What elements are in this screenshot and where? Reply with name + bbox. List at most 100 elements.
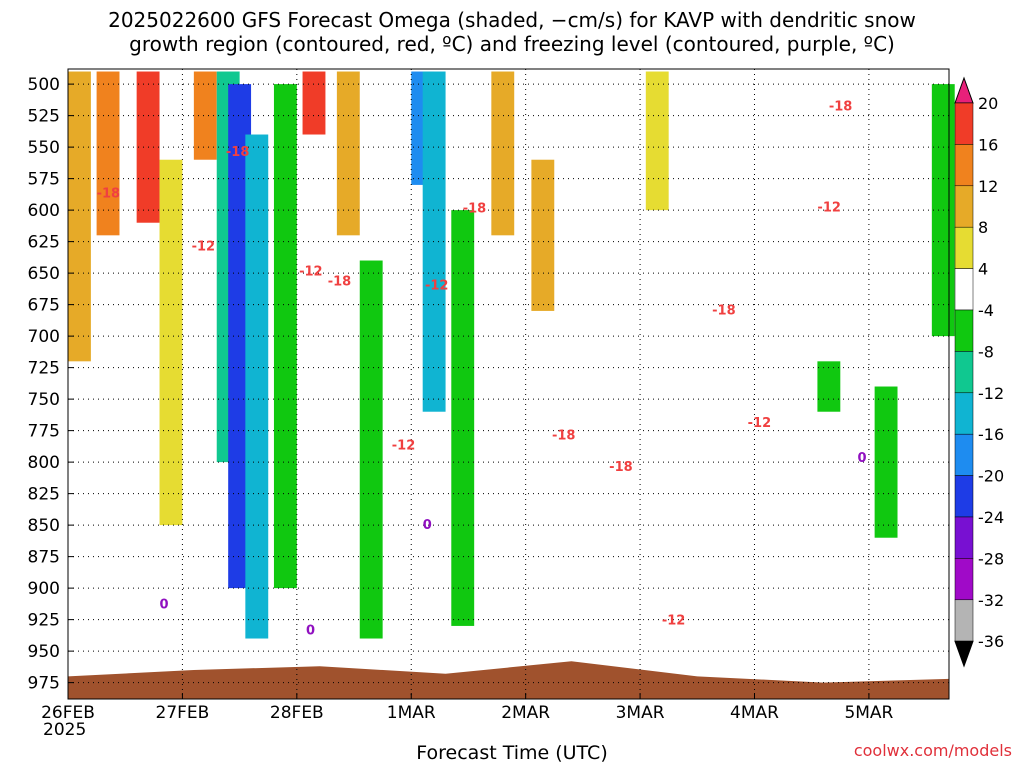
x-tick-label-6: 4MAR bbox=[730, 703, 779, 723]
y-tick-label-16: 900 bbox=[28, 579, 60, 599]
x-tick-label-2: 28FEB bbox=[270, 703, 324, 723]
year-label: 2025 bbox=[43, 720, 87, 740]
colorbar-label-3: 8 bbox=[978, 218, 988, 237]
y-tick-label-7: 675 bbox=[28, 296, 60, 316]
snow-contour-label-3: -12 bbox=[299, 265, 323, 280]
omega-shade-17 bbox=[645, 71, 669, 211]
freezing-contour-label-3: 0 bbox=[857, 451, 866, 466]
source-credit: coolwx.com/models bbox=[853, 741, 1012, 760]
terrain-fill bbox=[68, 661, 949, 699]
colorbar-cell-6 bbox=[954, 309, 974, 352]
x-tick-label-5: 3MAR bbox=[616, 703, 665, 723]
omega-shade-14 bbox=[451, 210, 475, 626]
x-tick-label-0: 26FEB bbox=[41, 703, 95, 723]
omega-shade-16 bbox=[531, 159, 555, 311]
plot-frame bbox=[67, 68, 950, 700]
colorbar-cell-11 bbox=[954, 516, 974, 559]
y-tick-label-14: 850 bbox=[28, 516, 60, 536]
omega-shade-3 bbox=[159, 159, 183, 526]
snow-contour-label-13: -12 bbox=[817, 200, 841, 215]
snow-contour-label-10: -12 bbox=[662, 614, 686, 629]
snow-contour-label-1: -18 bbox=[226, 145, 250, 160]
omega-shade-18 bbox=[817, 361, 841, 412]
colorbar-label-12: -32 bbox=[978, 591, 1004, 610]
y-tick-label-17: 925 bbox=[28, 611, 60, 631]
y-tick-label-15: 875 bbox=[28, 548, 60, 568]
y-tick-label-0: 500 bbox=[28, 75, 60, 95]
snow-contour-label-0: -18 bbox=[97, 187, 121, 202]
x-tick-label-1: 27FEB bbox=[156, 703, 210, 723]
colorbar-label-5: -4 bbox=[978, 301, 994, 320]
colorbar-cell-10 bbox=[954, 475, 974, 518]
x-axis-label: Forecast Time (UTC) bbox=[416, 742, 608, 764]
chart-title-line-2: growth region (contoured, red, ºC) and f… bbox=[129, 32, 895, 56]
colorbar-label-4: 4 bbox=[978, 260, 988, 279]
y-tick-label-18: 950 bbox=[28, 642, 60, 662]
colorbar-label-8: -16 bbox=[978, 425, 1004, 444]
omega-shading bbox=[68, 71, 955, 639]
colorbar-cell-5 bbox=[954, 268, 974, 311]
freezing-contour-label-1: 0 bbox=[306, 624, 315, 639]
y-tick-label-11: 775 bbox=[28, 422, 60, 442]
y-tick-label-1: 525 bbox=[28, 107, 60, 127]
omega-shade-0 bbox=[68, 71, 91, 362]
freezing-contour-label-0: 0 bbox=[160, 597, 169, 612]
colorbar-label-7: -12 bbox=[978, 384, 1004, 403]
y-tick-label-3: 575 bbox=[28, 170, 60, 190]
y-tick-label-5: 625 bbox=[28, 233, 60, 253]
omega-shade-1 bbox=[96, 71, 120, 236]
chart-grid bbox=[67, 69, 949, 699]
freezing-contour-label-2: 0 bbox=[423, 518, 432, 533]
omega-shade-13 bbox=[422, 71, 446, 412]
colorbar-label-2: 12 bbox=[978, 177, 998, 196]
y-tick-label-19: 975 bbox=[28, 674, 60, 694]
snow-contour-label-2: -12 bbox=[192, 239, 216, 254]
omega-shade-8 bbox=[273, 84, 297, 589]
y-tick-label-4: 600 bbox=[28, 201, 60, 221]
colorbar-cell-2 bbox=[954, 144, 974, 187]
y-tick-label-8: 700 bbox=[28, 327, 60, 347]
colorbar-label-1: 16 bbox=[978, 135, 998, 154]
y-tick-label-6: 650 bbox=[28, 264, 60, 284]
snow-contour-label-6: -18 bbox=[463, 202, 487, 217]
snow-contour-label-4: -18 bbox=[328, 275, 352, 290]
y-tick-label-10: 750 bbox=[28, 390, 60, 410]
colorbar-cell-1 bbox=[954, 102, 974, 145]
snow-contour-label-8: -18 bbox=[552, 428, 576, 443]
y-tick-label-12: 800 bbox=[28, 453, 60, 473]
colorbar-cell-4 bbox=[954, 226, 974, 269]
colorbar-label-6: -8 bbox=[978, 342, 994, 361]
omega-shade-11 bbox=[359, 260, 383, 639]
snow-contour-label-11: -18 bbox=[712, 304, 736, 319]
contour-layer: -18-18-12-12-18-12-18-12-18-18-12-18-12-… bbox=[97, 100, 867, 639]
snow-contour-label-5: -12 bbox=[392, 439, 416, 454]
colorbar-cell-7 bbox=[954, 351, 974, 394]
x-tick-label-7: 5MAR bbox=[844, 703, 893, 723]
y-axis: 500 525 550 575 600 625 650 675 700 725 750 775 800 8… bbox=[28, 75, 74, 694]
x-axis: 26FEB 27FEB 28FEB 1MAR 2MAR 3MAR 4MAR 5MAR bbox=[41, 693, 894, 723]
colorbar-bottom-arrow bbox=[954, 640, 974, 668]
x-tick-label-4: 2MAR bbox=[501, 703, 550, 723]
colorbar-label-11: -28 bbox=[978, 549, 1004, 568]
colorbar-label-0: 20 bbox=[978, 94, 998, 113]
snow-contour-label-14: -18 bbox=[829, 100, 853, 115]
y-tick-label-2: 550 bbox=[28, 138, 60, 158]
x-tick-label-3: 1MAR bbox=[387, 703, 436, 723]
y-tick-label-13: 825 bbox=[28, 485, 60, 505]
colorbar-cell-8 bbox=[954, 392, 974, 435]
colorbar-cell-13 bbox=[954, 599, 974, 642]
colorbar-cell-3 bbox=[954, 185, 974, 228]
colorbar-label-9: -20 bbox=[978, 467, 1004, 486]
omega-shade-15 bbox=[491, 71, 515, 236]
omega-shade-9 bbox=[302, 71, 326, 135]
colorbar-label-10: -24 bbox=[978, 508, 1004, 527]
colorbar-label-13: -36 bbox=[978, 632, 1004, 651]
omega-shade-10 bbox=[336, 71, 360, 236]
omega-shade-7 bbox=[245, 134, 269, 639]
colorbar-cell-9 bbox=[954, 433, 974, 476]
snow-contour-label-9: -18 bbox=[609, 460, 633, 475]
colorbar: 20 16 12 8 4 -4 -8 -12 -16 -20 -24 -28 -32 -36 bbox=[954, 76, 1004, 668]
terrain-area bbox=[68, 661, 949, 699]
snow-contour-label-12: -12 bbox=[748, 416, 772, 431]
